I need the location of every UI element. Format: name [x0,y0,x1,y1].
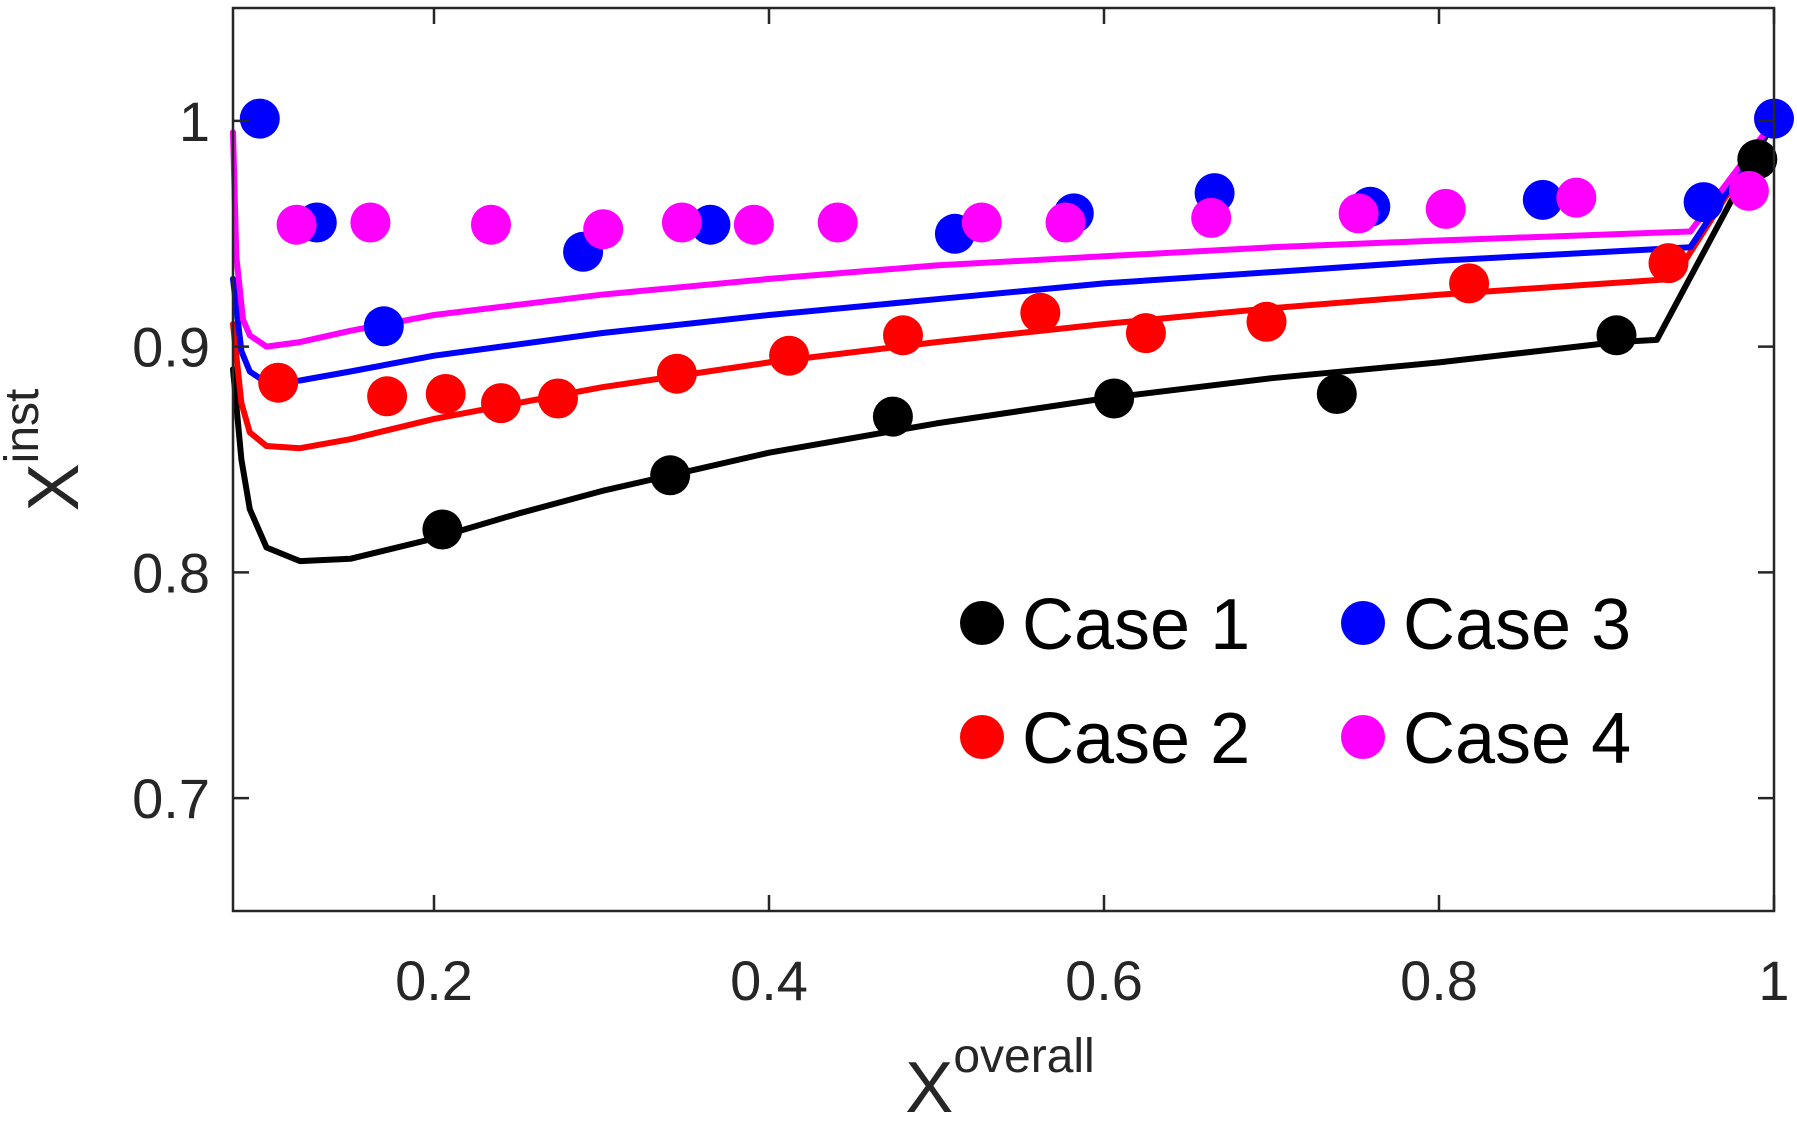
x-axis-title-sup: overall [953,1030,1094,1083]
fit-line-case-2 [230,117,1777,452]
legend-label-case-4: Case 4 [1403,699,1631,779]
legend-label-case-2: Case 2 [1022,699,1250,779]
plot-frame [231,6,1776,913]
point-case-4-10 [1338,193,1379,234]
x-tick-label: 1 [1758,949,1789,1012]
point-case-3-0 [239,98,280,139]
point-case-4-2 [471,204,511,245]
point-case-2-3 [481,383,521,424]
point-case-1-0 [422,509,463,550]
point-case-2-1 [367,376,408,417]
legend-label-case-3: Case 3 [1403,585,1631,665]
fit-line-case-3 [230,117,1777,386]
legend-marker-case-1 [960,601,1004,645]
point-case-4-0 [276,204,317,245]
point-case-4-1 [350,202,391,243]
fit-line-case-4 [230,117,1777,350]
legend-marker-case-4 [1341,715,1385,759]
x-tick-label: 0.4 [730,949,808,1012]
point-case-2-4 [538,378,578,419]
point-case-4-5 [733,204,774,245]
x-axis-title-base: X [905,1048,953,1128]
point-case-2-7 [883,315,923,356]
point-case-1-3 [1094,378,1135,419]
point-case-4-12 [1556,177,1597,218]
y-tick-label: 0.8 [132,541,210,604]
fit-lines [230,117,1777,565]
point-case-4-9 [1191,197,1232,238]
x-tick-label: 0.8 [1400,949,1478,1012]
x-tick-label: 0.6 [1065,949,1143,1012]
point-case-2-6 [769,335,810,376]
point-case-4-6 [817,202,858,243]
y-tick-label: 1 [179,90,210,153]
point-case-2-5 [656,353,697,394]
point-case-4-7 [961,202,1002,243]
fit-line-case-1 [230,117,1777,565]
legend-marker-case-3 [1341,601,1385,645]
point-case-2-11 [1449,263,1490,304]
point-case-2-12 [1648,243,1689,284]
point-case-4-3 [583,209,624,250]
point-case-4-11 [1425,188,1466,229]
y-axis-title-sup: inst [0,389,49,464]
point-case-1-5 [1596,315,1637,356]
point-case-2-2 [425,374,466,414]
x-axis-title: Xoverall [905,1030,1094,1128]
point-case-1-1 [650,455,691,496]
point-case-3-4 [690,204,731,245]
point-case-1-2 [872,396,913,437]
point-case-4-8 [1045,202,1086,243]
point-case-1-6 [1737,139,1778,180]
point-case-3-10 [1683,182,1724,223]
legend-label-case-1: Case 1 [1022,585,1250,665]
point-case-2-8 [1020,292,1061,333]
point-case-2-10 [1246,301,1287,342]
point-case-4-4 [661,202,702,243]
y-axis-title-base: X [14,463,94,511]
point-case-3-9 [1522,179,1563,220]
y-tick-label: 0.9 [132,316,210,379]
point-case-2-9 [1125,313,1166,354]
x-tick-label: 0.2 [395,949,473,1012]
point-case-3-2 [363,306,404,347]
point-case-4-13 [1728,170,1769,211]
y-tick-label: 0.7 [132,767,210,830]
data-points [239,98,1794,550]
legend: Case 1 Case 3 Case 2 Case 4 [960,585,1631,779]
point-case-2-0 [258,362,299,403]
point-case-1-4 [1316,374,1357,414]
legend-marker-case-2 [960,715,1004,759]
y-axis-title: Xinst [0,389,94,512]
